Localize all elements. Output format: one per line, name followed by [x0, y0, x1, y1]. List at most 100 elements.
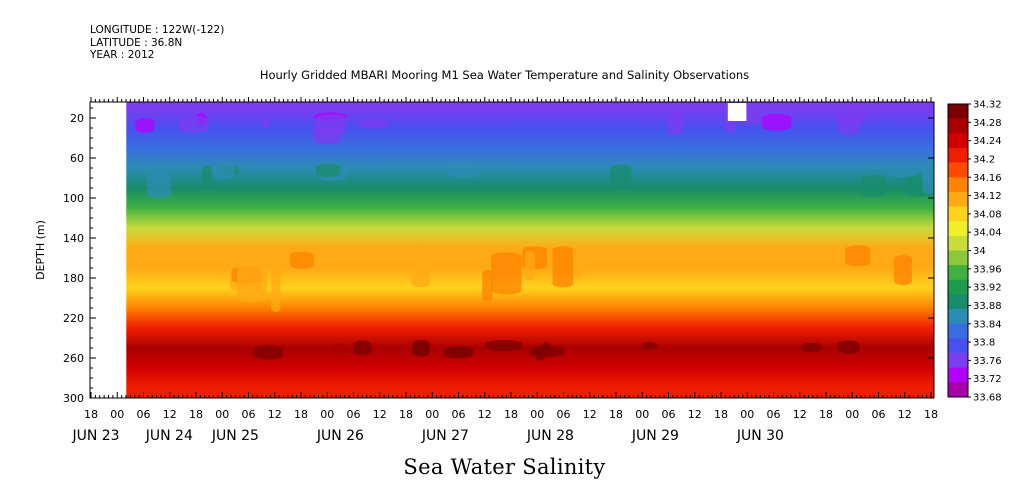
x-tick-label: 18 [189, 408, 203, 421]
salinity-patch [446, 161, 480, 178]
colorbar-swatch [948, 177, 968, 193]
x-tick-label: 00 [740, 408, 754, 421]
header-metadata: LONGITUDE : 122W(-122) LATITUDE : 36.8N … [90, 24, 224, 62]
salinity-patch [491, 252, 522, 295]
salinity-patch [485, 340, 523, 352]
chart-title: Hourly Gridded MBARI Mooring M1 Sea Wate… [259, 68, 750, 82]
colorbar: 34.32 34.28 34.24 34.2 34.16 34.12 34.08 34.04 3… [947, 100, 1002, 404]
colorbar-swatch [948, 221, 968, 237]
y-tick-label: 20 [70, 112, 84, 125]
x-day-label: JUN 23 [71, 428, 119, 444]
salinity-patch [412, 339, 430, 357]
y-tick-label: 60 [70, 152, 84, 165]
salinity-patch [202, 165, 212, 188]
salinity-patch [357, 119, 389, 129]
no-data-patch [727, 103, 747, 121]
colorbar-swatch [948, 191, 968, 207]
latitude-label: LATITUDE : 36.8N [90, 36, 183, 49]
colorbar-swatch [948, 250, 968, 266]
x-tick-label: 00 [530, 408, 544, 421]
x-tick-label: 06 [872, 408, 886, 421]
x-tick-label: 18 [924, 408, 938, 421]
salinity-patch [353, 340, 372, 356]
colorbar-label: 33.92 [973, 283, 1002, 294]
x-tick-label: 06 [347, 408, 361, 421]
x-tick-label: 18 [609, 408, 623, 421]
heatmap-area [90, 102, 934, 398]
salinity-patch [641, 342, 658, 350]
colorbar-swatch [948, 118, 968, 134]
colorbar-label: 34.04 [973, 228, 1002, 239]
colorbar-label: 33.96 [973, 264, 1002, 275]
colorbar-swatch [948, 147, 968, 163]
x-tick-label: 00 [635, 408, 649, 421]
colorbar-label: 34.12 [973, 191, 1002, 202]
colorbar-label: 33.88 [973, 301, 1002, 312]
y-axis: 20 60 100 140 180 220 260 300 [63, 107, 934, 405]
x-tick-label: 06 [557, 408, 571, 421]
colorbar-label: 34.32 [973, 100, 1002, 111]
salinity-patch [861, 175, 887, 197]
x-tick-label: 18 [504, 408, 518, 421]
x-tick-label: 12 [898, 408, 912, 421]
salinity-patch [482, 269, 493, 302]
colorbar-label: 33.84 [973, 319, 1002, 330]
y-tick-label: 220 [63, 312, 84, 325]
colorbar-label: 33.76 [973, 356, 1002, 367]
x-day-label: JUN 25 [211, 428, 259, 444]
x-tick-label: 00 [425, 408, 439, 421]
x-tick-label: 12 [793, 408, 807, 421]
salinity-patch [135, 118, 155, 133]
colorbar-label: 33.68 [973, 393, 1002, 404]
x-day-label: JUN 27 [421, 428, 469, 444]
colorbar-swatch [948, 309, 968, 325]
x-tick-label: 12 [268, 408, 282, 421]
colorbar-swatch [948, 265, 968, 281]
colorbar-label: 34.16 [973, 173, 1002, 184]
x-tick-label: 00 [215, 408, 229, 421]
longitude-label: LONGITUDE : 122W(-122) [90, 24, 225, 36]
salinity-patch [541, 342, 551, 351]
x-tick-label: 06 [137, 408, 151, 421]
x-axis: 18 00 06 12 18 00 06 12 18 00 06 12 18 00 06 12 18 00 06 12… [71, 97, 938, 444]
colorbar-swatch [948, 279, 968, 295]
salinity-patch [261, 118, 270, 129]
y-tick-label: 100 [63, 192, 84, 205]
colorbar-swatch [948, 104, 968, 119]
y-axis-label: DEPTH (m) [34, 220, 47, 280]
salinity-patch [667, 112, 684, 135]
x-tick-label: 12 [163, 408, 177, 421]
colorbar-swatch [948, 133, 968, 149]
colorbar-swatch [948, 382, 968, 398]
salinity-patch [525, 250, 535, 281]
colorbar-swatch [948, 338, 968, 354]
colorbar-swatch [948, 367, 968, 383]
plot-frame [89, 101, 935, 399]
salinity-patch [922, 160, 934, 183]
x-tick-label: 18 [819, 408, 833, 421]
salinity-field [90, 102, 934, 398]
x-tick-label: 00 [320, 408, 334, 421]
salinity-patch [443, 346, 474, 359]
salinity-patch [573, 251, 583, 279]
x-tick-label: 18 [714, 408, 728, 421]
x-tick-label: 18 [84, 408, 98, 421]
salinity-patch [253, 345, 283, 360]
salinity-patch [835, 110, 866, 125]
colorbar-label: 34 [973, 246, 986, 257]
salinity-patch [552, 246, 574, 288]
salinity-patch [213, 161, 234, 180]
colorbar-swatch [948, 294, 968, 310]
x-day-label: JUN 30 [736, 428, 784, 444]
y-tick-label: 300 [63, 392, 84, 405]
salinity-patch [237, 259, 267, 303]
salinity-patch [178, 116, 209, 133]
salinity-patch [762, 113, 792, 131]
x-tick-label: 12 [688, 408, 702, 421]
x-tick-label: 18 [399, 408, 413, 421]
salinity-patch [894, 255, 912, 286]
x-tick-label: 06 [662, 408, 676, 421]
salinity-patch [845, 245, 871, 267]
colorbar-label: 33.8 [973, 338, 995, 349]
